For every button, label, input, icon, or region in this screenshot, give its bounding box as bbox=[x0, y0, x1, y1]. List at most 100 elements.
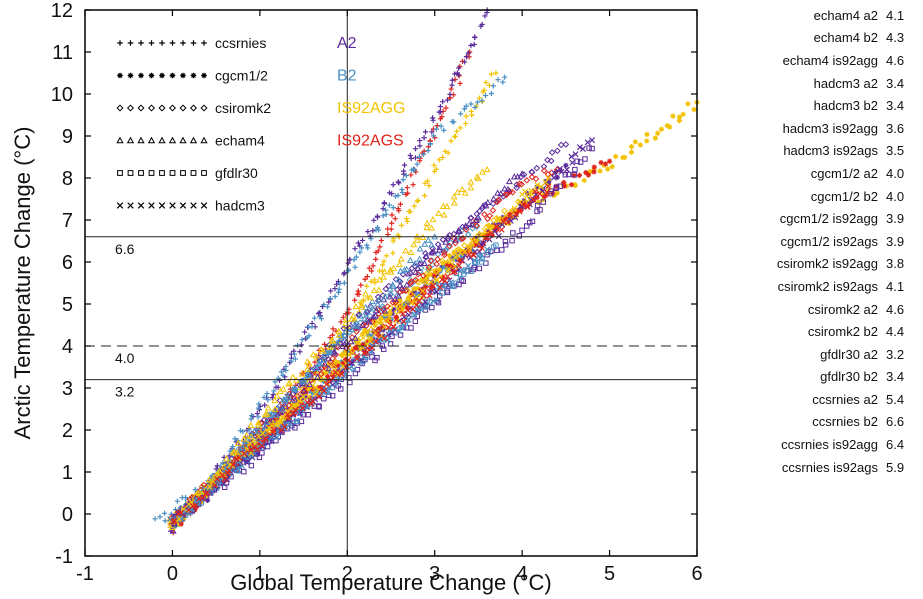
data-point bbox=[386, 313, 393, 320]
data-point bbox=[563, 166, 570, 173]
data-point bbox=[336, 286, 342, 292]
data-point bbox=[484, 198, 492, 206]
data-point bbox=[306, 333, 312, 339]
data-point bbox=[468, 108, 474, 115]
data-point bbox=[319, 347, 327, 354]
data-point bbox=[376, 326, 382, 332]
legend-marker bbox=[138, 170, 144, 176]
data-point bbox=[199, 496, 206, 502]
data-point bbox=[348, 315, 356, 322]
data-point bbox=[428, 249, 436, 256]
row-value: 3.6 bbox=[886, 120, 905, 136]
data-point bbox=[392, 193, 399, 199]
data-point bbox=[572, 166, 578, 173]
data-point bbox=[502, 74, 508, 80]
data-point bbox=[422, 278, 429, 286]
data-point bbox=[385, 231, 391, 238]
data-point bbox=[440, 154, 446, 161]
row-model-name: hadcm3 b2 bbox=[813, 98, 878, 114]
y-tick-label: 4 bbox=[62, 336, 73, 358]
data-point bbox=[598, 159, 604, 166]
data-point bbox=[392, 216, 398, 222]
data-point bbox=[287, 421, 294, 428]
data-point bbox=[290, 410, 297, 417]
data-point bbox=[451, 249, 457, 255]
data-point bbox=[436, 243, 444, 250]
y-tick-label: 1 bbox=[62, 462, 73, 484]
data-point bbox=[334, 362, 341, 369]
data-point bbox=[411, 286, 417, 292]
legend-marker bbox=[127, 40, 134, 46]
data-point bbox=[389, 212, 395, 218]
data-point bbox=[261, 394, 267, 401]
data-point bbox=[400, 301, 408, 308]
data-point bbox=[532, 175, 540, 183]
table-row: cgcm1/2 b2 4.0 bbox=[728, 185, 918, 208]
data-point bbox=[283, 363, 289, 370]
data-point bbox=[390, 323, 397, 330]
data-point bbox=[264, 391, 270, 397]
data-point bbox=[465, 220, 473, 227]
data-point bbox=[286, 379, 294, 386]
data-point bbox=[448, 258, 456, 265]
data-point bbox=[529, 218, 536, 225]
row-model-name: cgcm1/2 a2 bbox=[810, 165, 878, 181]
data-point bbox=[510, 173, 518, 180]
data-point bbox=[512, 211, 519, 218]
data-point bbox=[408, 325, 414, 331]
data-point bbox=[433, 296, 440, 304]
legend-marker bbox=[126, 136, 135, 144]
data-point bbox=[340, 360, 346, 366]
data-point bbox=[317, 370, 325, 378]
series-ccsrnies-b2 bbox=[152, 74, 508, 524]
y-tick-label: 3 bbox=[62, 378, 73, 400]
legend-marker bbox=[169, 170, 176, 176]
legend-entry: echam4 bbox=[116, 133, 265, 149]
data-point bbox=[622, 154, 628, 161]
data-point bbox=[369, 323, 377, 330]
data-point bbox=[305, 371, 313, 378]
data-point bbox=[561, 179, 567, 186]
data-point bbox=[369, 354, 375, 360]
row-value: 6.6 bbox=[886, 414, 905, 430]
data-point bbox=[303, 365, 311, 373]
data-point bbox=[522, 188, 529, 195]
data-point bbox=[390, 264, 398, 271]
data-point bbox=[308, 400, 315, 407]
data-point bbox=[352, 246, 358, 252]
data-point bbox=[439, 236, 447, 243]
data-point bbox=[431, 162, 437, 168]
data-point bbox=[256, 401, 262, 407]
data-point bbox=[416, 154, 423, 160]
data-point bbox=[355, 288, 361, 294]
data-point bbox=[372, 277, 378, 283]
data-point bbox=[399, 189, 406, 196]
data-point bbox=[574, 158, 580, 164]
data-point bbox=[438, 257, 446, 265]
data-point bbox=[232, 436, 238, 442]
data-point bbox=[458, 277, 465, 283]
data-point bbox=[396, 288, 404, 296]
legend-entry: gfdlr30 bbox=[117, 165, 258, 181]
table-row: cgcm1/2 is92ags 3.9 bbox=[728, 230, 918, 253]
data-point bbox=[305, 380, 313, 388]
row-model-name: csiromk2 a2 bbox=[807, 301, 878, 317]
data-point bbox=[473, 222, 480, 229]
legend-marker bbox=[158, 136, 166, 144]
data-point bbox=[520, 171, 528, 178]
row-model-name: csiromk2 is92agg bbox=[776, 256, 878, 272]
data-point bbox=[369, 318, 376, 325]
data-point bbox=[476, 95, 483, 101]
legend-label: cgcm1/2 bbox=[215, 68, 268, 84]
data-point bbox=[381, 292, 389, 300]
data-point bbox=[524, 223, 530, 229]
data-point bbox=[458, 111, 464, 117]
data-point bbox=[324, 355, 332, 362]
data-point bbox=[499, 247, 505, 253]
data-point bbox=[407, 290, 414, 298]
data-point bbox=[362, 310, 370, 318]
data-point bbox=[483, 165, 491, 173]
data-point bbox=[445, 265, 452, 272]
data-point bbox=[407, 278, 415, 285]
data-point bbox=[494, 189, 502, 196]
